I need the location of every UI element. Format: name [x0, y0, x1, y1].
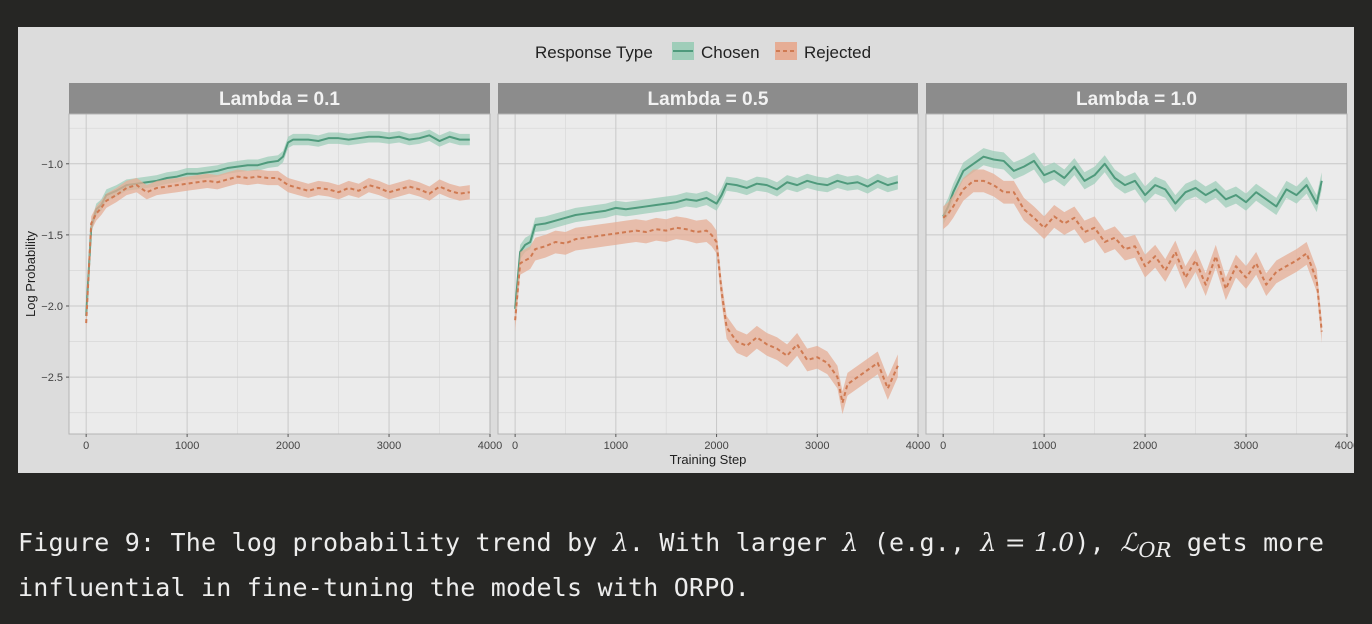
- x-tick-label: 4000: [478, 440, 502, 452]
- legend-label-chosen: Chosen: [701, 43, 760, 62]
- panel-border-3: [925, 113, 1348, 435]
- panel-border-1: [68, 113, 491, 435]
- caption-text-4: ),: [1074, 528, 1105, 557]
- y-tick-label: −1.0: [41, 159, 63, 171]
- caption-lambda-2: λ: [842, 528, 859, 557]
- panel-title-1: Lambda = 0.1: [219, 89, 340, 110]
- panel-title-3: Lambda = 1.0: [1076, 89, 1197, 110]
- panel-bg-1: [69, 114, 490, 434]
- x-tick-label: 3000: [805, 440, 829, 452]
- line-rejected-3: [942, 179, 1323, 332]
- legend-label-rejected: Rejected: [804, 43, 871, 62]
- x-tick-label: 2000: [276, 440, 300, 452]
- caption-lambda-1: λ: [612, 528, 629, 557]
- ribbon-rejected-3: [943, 169, 1322, 343]
- line-chosen-3: [942, 155, 1323, 217]
- caption-prefix: Figure 9:: [18, 528, 156, 557]
- caption-text-2: . With larger: [628, 528, 828, 557]
- x-tick-label: 3000: [377, 440, 401, 452]
- chart-figure: Response Type Chosen Rejected Lambda = 0.1 0…: [18, 27, 1354, 473]
- caption-text-5: gets more influential in fine-tuning the…: [18, 528, 1325, 602]
- y-axis-title: Log Probability: [23, 231, 38, 317]
- y-tick-label: −2.0: [41, 301, 63, 313]
- x-tick-label: 4000: [906, 440, 930, 452]
- caption-loss: ℒOR: [1120, 528, 1171, 562]
- chart-svg: Response Type Chosen Rejected Lambda = 0.1 0…: [23, 42, 1354, 467]
- x-tick-label: 3000: [1234, 440, 1258, 452]
- ribbon-rejected-2: [515, 216, 898, 415]
- panel-title-2: Lambda = 0.5: [648, 89, 769, 110]
- ribbon-rejected-1: [86, 169, 470, 331]
- panel-strip-2: [498, 83, 918, 114]
- x-tick-label: 1000: [604, 440, 628, 452]
- panel-strip-1: [69, 83, 490, 114]
- panel-border-2: [497, 113, 919, 435]
- x-tick-label: 0: [940, 440, 946, 452]
- x-tick-label: 2000: [704, 440, 728, 452]
- caption-text-1: The log probability trend by: [170, 528, 598, 557]
- caption-loss-subscript: OR: [1138, 538, 1172, 562]
- legend-title: Response Type: [535, 43, 653, 62]
- y-tick-label: −1.5: [41, 230, 63, 242]
- caption-text-3: (e.g.,: [873, 528, 966, 557]
- x-tick-label: 0: [512, 440, 518, 452]
- x-tick-label: 2000: [1133, 440, 1157, 452]
- line-rejected-2: [514, 226, 899, 404]
- x-tick-label: 1000: [1032, 440, 1056, 452]
- x-tick-label: 1000: [175, 440, 199, 452]
- x-tick-label: 4000: [1335, 440, 1354, 452]
- figure-caption: Figure 9: The log probability trend by λ…: [18, 524, 1358, 607]
- caption-loss-symbol: ℒ: [1120, 528, 1139, 557]
- x-tick-label: 0: [83, 440, 89, 452]
- x-axis-title: Training Step: [670, 452, 747, 467]
- line-chosen-2: [514, 179, 899, 309]
- line-rejected-1: [85, 175, 470, 324]
- panel-strip-3: [926, 83, 1347, 114]
- y-tick-label: −2.5: [41, 372, 63, 384]
- caption-lambda-eq: λ = 1.0: [980, 528, 1075, 557]
